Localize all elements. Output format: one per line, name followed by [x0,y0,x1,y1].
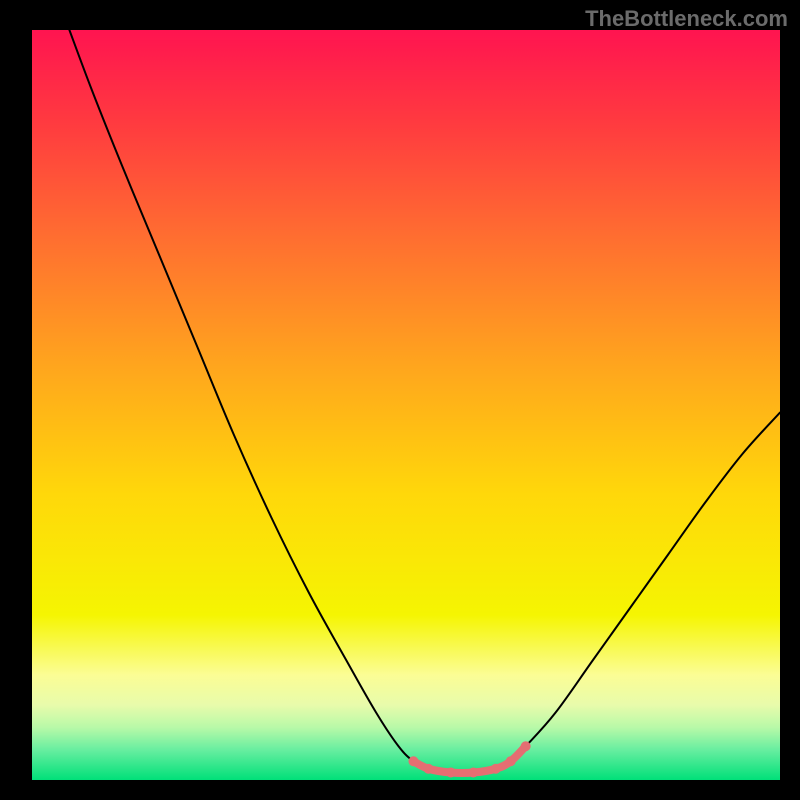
highlight-marker [468,768,478,778]
chart-frame: TheBottleneck.com [0,0,800,800]
highlight-marker [408,756,418,766]
chart-svg [32,30,780,780]
watermark-label: TheBottleneck.com [585,6,788,32]
highlight-marker [506,756,516,766]
highlight-marker [521,741,531,751]
plot-area [32,30,780,780]
highlight-marker [423,764,433,774]
highlight-marker [491,764,501,774]
gradient-background [32,30,780,780]
highlight-marker [446,768,456,778]
